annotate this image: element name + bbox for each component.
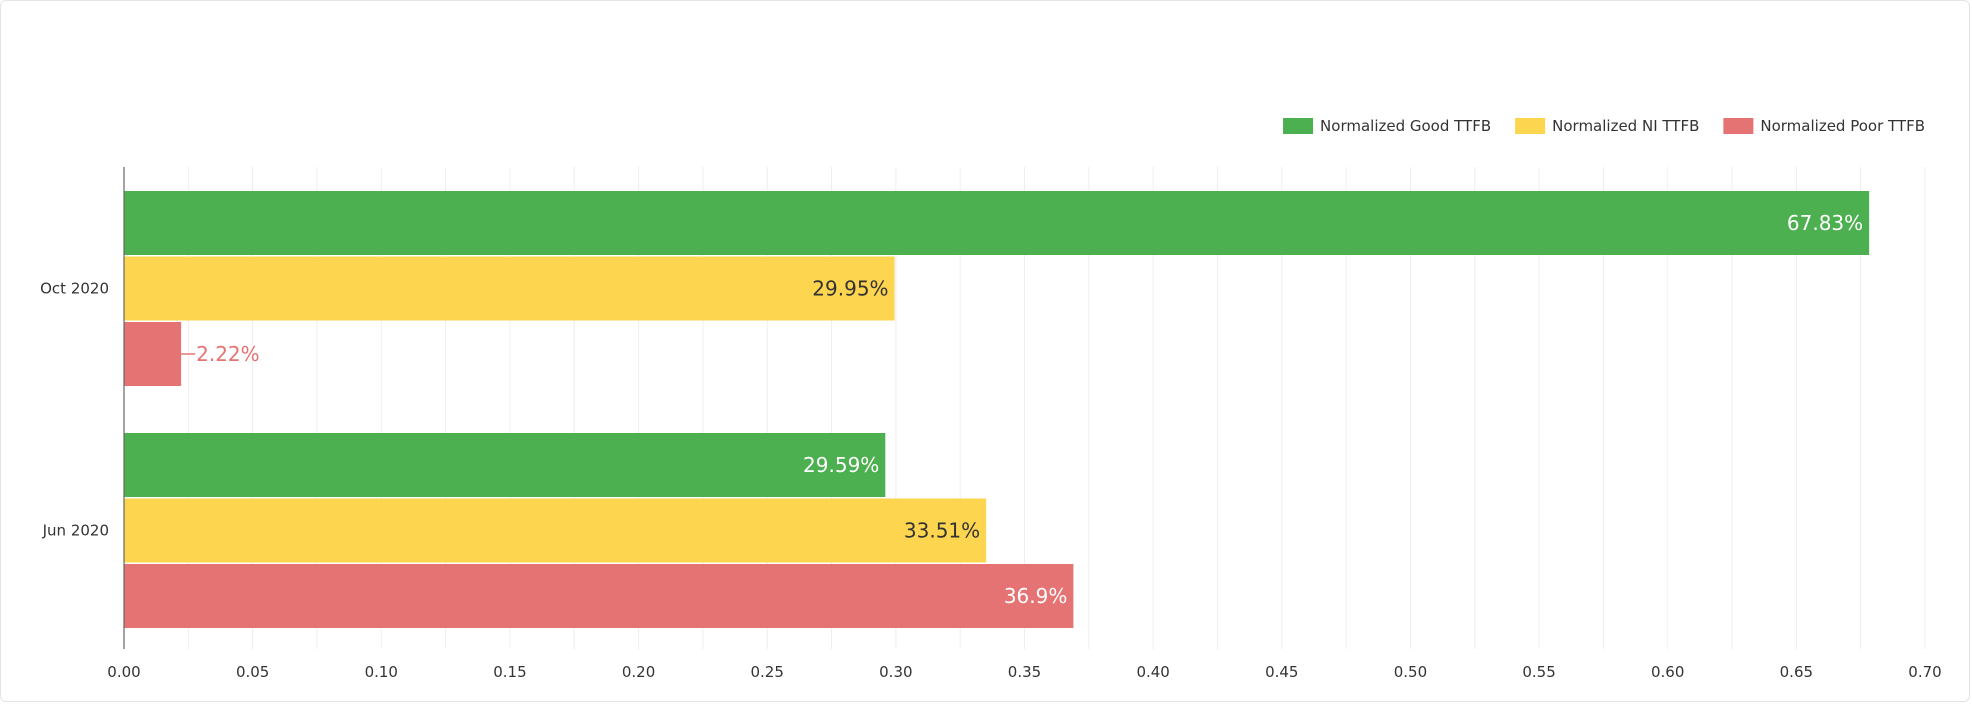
x-tick-label: 0.10 — [365, 663, 398, 681]
x-tick-label: 0.25 — [751, 663, 784, 681]
x-tick-label: 0.35 — [1008, 663, 1041, 681]
legend-swatch — [1283, 118, 1314, 134]
legend-label: Normalized Poor TTFB — [1760, 117, 1925, 135]
legend-label: Normalized Good TTFB — [1320, 117, 1491, 135]
bar-oct-2020-series-1[interactable] — [124, 256, 895, 321]
data-label: 29.95% — [812, 277, 888, 301]
legend: Normalized Good TTFB Normalized NI TTFB No… — [1283, 117, 1925, 135]
x-tick-label: 0.45 — [1265, 663, 1298, 681]
axes: Oct 2020 Jun 2020 0.00 0.05 0.10 0.15 0.20 0.25… — [40, 167, 1942, 681]
x-tick-label: 0.65 — [1780, 663, 1813, 681]
legend-item-1[interactable]: Normalized NI TTFB — [1515, 117, 1699, 135]
bar-jun-2020-series-2[interactable] — [124, 564, 1074, 628]
data-label: 33.51% — [904, 519, 980, 543]
data-label: 2.22% — [196, 342, 260, 366]
bar-oct-2020-series-0[interactable] — [124, 191, 1870, 255]
category-label: Jun 2020 — [42, 522, 109, 540]
data-label: 36.9% — [1004, 584, 1068, 608]
legend-item-2[interactable]: Normalized Poor TTFB — [1723, 117, 1925, 135]
legend-label: Normalized NI TTFB — [1552, 117, 1699, 135]
x-tick-label: 0.70 — [1908, 663, 1941, 681]
category-label: Oct 2020 — [40, 280, 109, 298]
x-tick-label: 0.30 — [879, 663, 912, 681]
bars — [124, 191, 1870, 628]
x-tick-label: 0.05 — [236, 663, 269, 681]
bar-oct-2020-series-2[interactable] — [124, 322, 182, 386]
x-tick-label: 0.00 — [107, 663, 140, 681]
data-labels: 67.83% 29.95% 2.22% 29.59% 33.51% 36.9% — [181, 211, 1863, 608]
legend-swatch — [1723, 118, 1754, 134]
legend-swatch — [1515, 118, 1546, 134]
data-label: 29.59% — [803, 453, 879, 477]
legend-item-0[interactable]: Normalized Good TTFB — [1283, 117, 1491, 135]
bar-jun-2020-series-0[interactable] — [124, 433, 886, 497]
x-tick-label: 0.20 — [622, 663, 655, 681]
x-tick-label: 0.15 — [493, 663, 526, 681]
bar-jun-2020-series-1[interactable] — [124, 498, 987, 563]
x-tick-label: 0.50 — [1394, 663, 1427, 681]
data-label: 67.83% — [1787, 211, 1863, 235]
x-tick-label: 0.60 — [1651, 663, 1684, 681]
x-tick-label: 0.40 — [1136, 663, 1169, 681]
x-tick-label: 0.55 — [1522, 663, 1555, 681]
